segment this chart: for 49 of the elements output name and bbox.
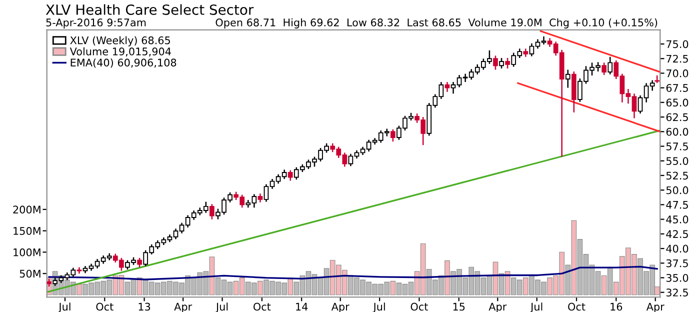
- x-tick-label: 15: [453, 302, 465, 311]
- y-tick-label: 65.0: [666, 98, 688, 107]
- y-tick-label: 55.0: [666, 157, 688, 165]
- y-tick-label: 35.0: [666, 274, 688, 282]
- y-tick-label: 62.5: [666, 113, 688, 122]
- y2-tick-label: 50M: [20, 270, 40, 278]
- x-tick-label: 13: [138, 302, 150, 311]
- legend-label: EMA(40) 60,906,108: [70, 58, 176, 68]
- candlestick: [493, 55, 498, 70]
- y2-tick-label: 200M: [13, 206, 40, 214]
- candlestick: [76, 266, 82, 274]
- x-tick-label: Oct: [254, 302, 271, 311]
- y-tick-label: 47.5: [666, 201, 688, 209]
- legend-label: XLV (Weekly) 68.65: [70, 36, 170, 46]
- candlestick: [390, 128, 396, 142]
- y2-tick-label: 150M: [14, 227, 40, 235]
- y2-tick-label: 100M: [14, 248, 40, 256]
- y-tick-label: 32.5: [666, 288, 688, 296]
- candlestick: [602, 62, 607, 76]
- y-tick-label: 60.0: [666, 128, 688, 136]
- chart-title: XLV Health Care Select Sector: [46, 4, 254, 15]
- x-tick-label: Oct: [96, 302, 114, 311]
- chart-subtitle: 5-Apr-2016 9:57am: [46, 18, 146, 28]
- y-tick-label: 37.5: [666, 259, 688, 268]
- candlestick: [444, 81, 450, 93]
- candlestick: [505, 57, 510, 70]
- candlestick: [499, 57, 504, 70]
- y-tick-label: 72.5: [666, 54, 688, 63]
- y-tick-label: 57.5: [666, 142, 688, 150]
- candlestick: [565, 69, 570, 88]
- y-tick-label: 52.5: [666, 172, 688, 180]
- candlestick: [210, 203, 214, 220]
- y-tick-label: 67.5: [666, 84, 688, 92]
- candlestick: [608, 56, 613, 75]
- y-tick-label: 40.0: [666, 244, 688, 253]
- y-tick-label: 42.5: [666, 230, 688, 238]
- x-tick-label: 14: [296, 302, 308, 310]
- legend-label: Volume 19,015,904: [70, 47, 171, 56]
- y-tick-label: 45.0: [666, 216, 688, 224]
- line-series: [48, 266, 658, 280]
- x-tick-label: 16: [610, 302, 622, 311]
- candlestick: [137, 257, 142, 268]
- y-tick-label: 50.0: [666, 186, 688, 194]
- candlestick: [288, 170, 293, 182]
- y-tick-label: 75.0: [666, 40, 688, 48]
- x-tick-label: Oct: [568, 302, 586, 311]
- y-tick-label: 70.0: [666, 69, 688, 78]
- text: Open 68.71 High 69.62 Low 68.32 Last 68.65 Volume 19.0M Chg +0.10 (+0.15%): [216, 18, 658, 28]
- x-tick-label: Oct: [410, 302, 428, 311]
